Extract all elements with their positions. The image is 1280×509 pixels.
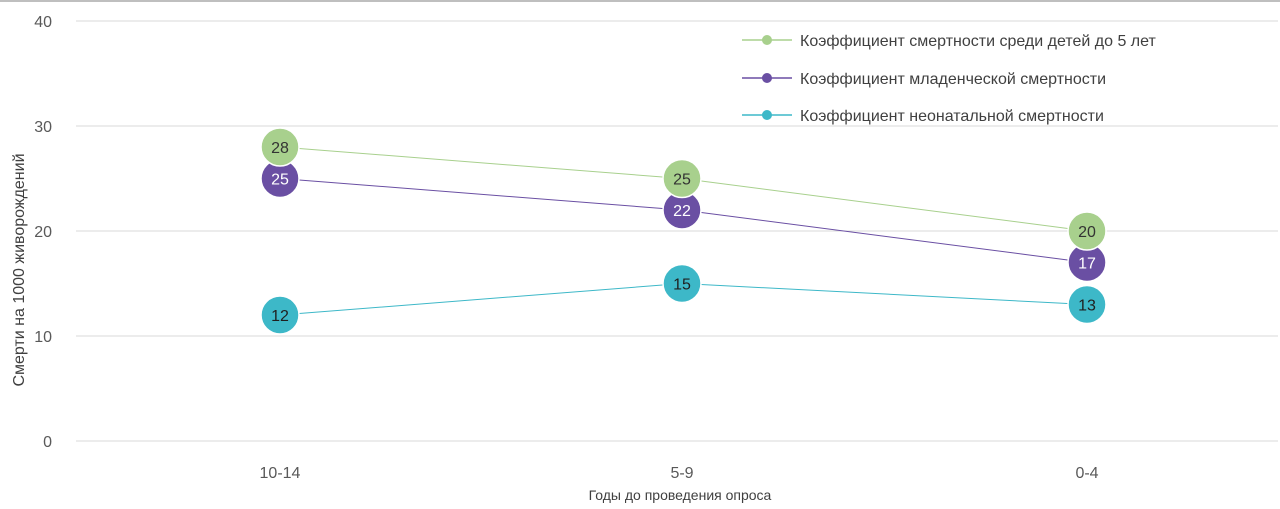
data-label: 13	[1078, 298, 1096, 315]
data-label: 25	[271, 172, 289, 189]
data-point	[260, 127, 300, 167]
y-axis-title: Смерти на 1000 живорождений	[11, 153, 28, 386]
x-axis-ticks: 10-14 5-9 0-4	[260, 465, 1099, 482]
legend-label: Коэффициент младенческой смертности	[800, 71, 1106, 88]
data-point	[1067, 211, 1107, 251]
y-axis-ticks: 0 10 20 30 40	[34, 14, 52, 451]
data-label: 12	[271, 308, 289, 325]
y-tick-label: 0	[43, 434, 52, 451]
legend-swatch-marker	[762, 35, 772, 45]
x-axis-title: Годы до проведения опроса	[589, 487, 772, 503]
data-point	[662, 263, 702, 304]
y-tick-label: 40	[34, 14, 52, 31]
legend-swatch-marker	[762, 110, 772, 120]
x-tick-label: 5-9	[670, 465, 693, 482]
data-label: 15	[673, 277, 691, 294]
data-label: 28	[271, 140, 289, 157]
data-label: 17	[1078, 256, 1096, 273]
legend-swatch-marker	[762, 73, 772, 83]
legend: Коэффициент смертности среди детей до 5 …	[742, 33, 1157, 125]
legend-label: Коэффициент смертности среди детей до 5 …	[800, 33, 1157, 50]
x-tick-label: 0-4	[1075, 465, 1098, 482]
data-point	[260, 295, 300, 335]
data-label: 22	[673, 203, 691, 220]
x-tick-label: 10-14	[260, 465, 301, 482]
legend-label: Коэффициент неонатальной смертности	[800, 108, 1104, 125]
data-label: 25	[673, 172, 691, 189]
data-label: 20	[1078, 224, 1096, 241]
series-group: 12 15 13 25 22 17 28 25 20	[260, 127, 1107, 335]
y-tick-label: 10	[34, 329, 52, 346]
y-tick-label: 30	[34, 119, 52, 136]
y-tick-label: 20	[34, 224, 52, 241]
data-point	[1067, 284, 1107, 325]
data-point	[662, 158, 702, 199]
